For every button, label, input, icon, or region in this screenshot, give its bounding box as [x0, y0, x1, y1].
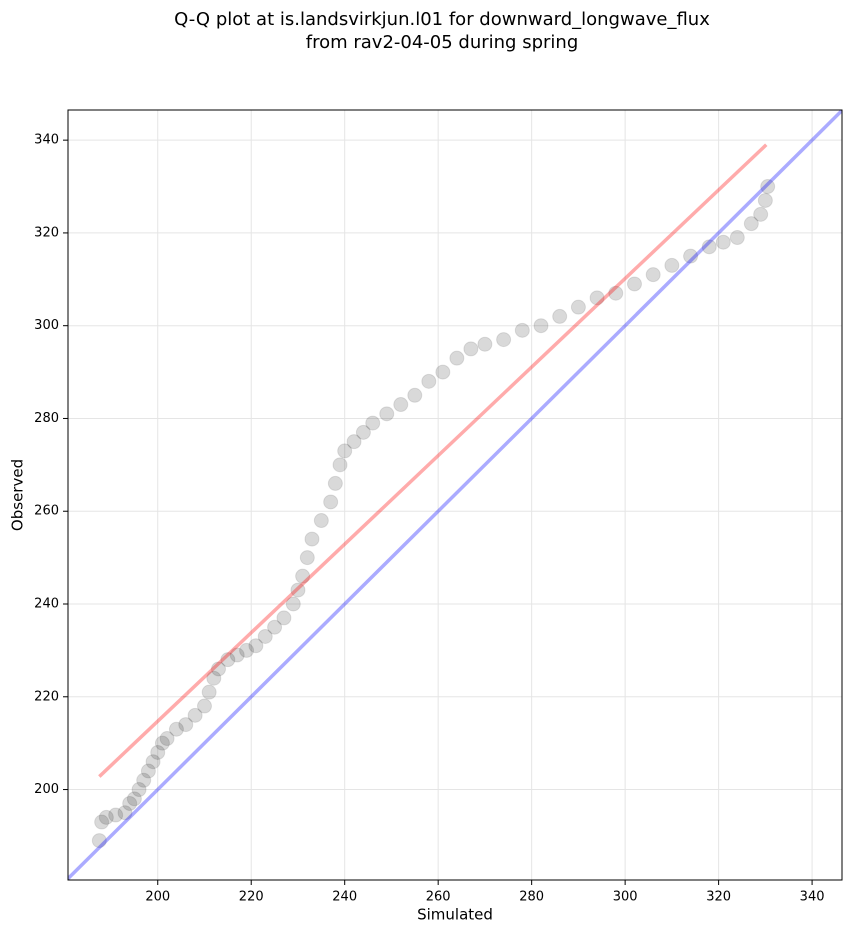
x-tick-label: 260	[426, 890, 451, 905]
point	[98, 809, 114, 825]
point	[131, 782, 147, 798]
y-tick-label: 320	[34, 225, 59, 240]
point	[159, 731, 175, 747]
point	[365, 415, 381, 431]
y-tick-label: 200	[34, 782, 59, 797]
point	[136, 772, 152, 788]
point	[285, 596, 301, 612]
point	[295, 568, 311, 584]
y-axis-label: Observed	[9, 459, 27, 531]
point	[608, 285, 624, 301]
point	[94, 814, 110, 830]
point	[683, 248, 699, 264]
point	[313, 513, 329, 529]
point	[589, 290, 605, 306]
x-tick-label: 200	[145, 890, 170, 905]
point	[743, 216, 759, 232]
x-axis-label: Simulated	[417, 906, 493, 924]
point	[267, 619, 283, 635]
point	[117, 805, 133, 821]
point	[257, 628, 273, 644]
plot-frame	[67, 109, 843, 881]
point	[332, 457, 348, 473]
point	[760, 179, 776, 195]
x-tick-label: 280	[519, 890, 544, 905]
point	[229, 647, 245, 663]
chart-title: from rav2-04-05 during spring	[306, 32, 579, 53]
point	[753, 206, 769, 222]
point	[355, 424, 371, 440]
point	[463, 341, 479, 357]
point	[145, 754, 161, 770]
point	[570, 299, 586, 315]
point	[150, 744, 166, 760]
point	[514, 322, 530, 338]
point	[276, 610, 292, 626]
x-tick-label: 240	[332, 890, 357, 905]
point	[664, 257, 680, 273]
point	[729, 230, 745, 246]
point	[701, 239, 717, 255]
point	[323, 494, 339, 510]
point	[477, 336, 493, 352]
point	[299, 550, 315, 566]
point	[239, 642, 255, 658]
point	[533, 318, 549, 334]
point	[327, 475, 343, 491]
point	[211, 661, 226, 677]
x-tick-label: 220	[239, 890, 264, 905]
point	[201, 684, 217, 700]
point	[91, 833, 107, 849]
point	[496, 332, 512, 348]
point	[435, 364, 451, 380]
chart-title: Q-Q plot at is.landsvirkjun.l01 for down…	[174, 9, 710, 30]
x-tick-label: 320	[706, 890, 731, 905]
point	[304, 531, 320, 547]
point	[393, 397, 409, 413]
y-tick-label: 260	[34, 504, 59, 519]
point	[248, 638, 264, 654]
point	[715, 234, 731, 250]
point	[126, 791, 142, 807]
point	[421, 373, 437, 389]
point	[645, 267, 661, 283]
point	[140, 763, 156, 779]
point	[206, 670, 222, 686]
point	[220, 652, 236, 668]
point	[757, 192, 773, 208]
x-tick-label: 340	[800, 890, 825, 905]
point	[187, 707, 203, 723]
y-tick-label: 340	[34, 133, 59, 148]
point	[290, 582, 306, 598]
x-tick-label: 300	[613, 890, 638, 905]
point	[178, 717, 194, 733]
y-tick-label: 280	[34, 411, 59, 426]
point	[552, 308, 568, 324]
point	[168, 721, 184, 737]
point	[196, 698, 212, 714]
point	[407, 387, 423, 403]
point	[626, 276, 642, 292]
point	[449, 350, 465, 366]
point	[122, 795, 138, 811]
y-tick-label: 300	[34, 318, 59, 333]
point	[154, 735, 170, 751]
point	[346, 434, 362, 450]
point	[108, 807, 124, 823]
reference-line	[68, 110, 842, 880]
y-tick-label: 220	[34, 689, 59, 704]
point	[337, 443, 353, 459]
point	[379, 406, 395, 422]
reference-line	[98, 143, 768, 778]
y-tick-label: 240	[34, 597, 59, 612]
